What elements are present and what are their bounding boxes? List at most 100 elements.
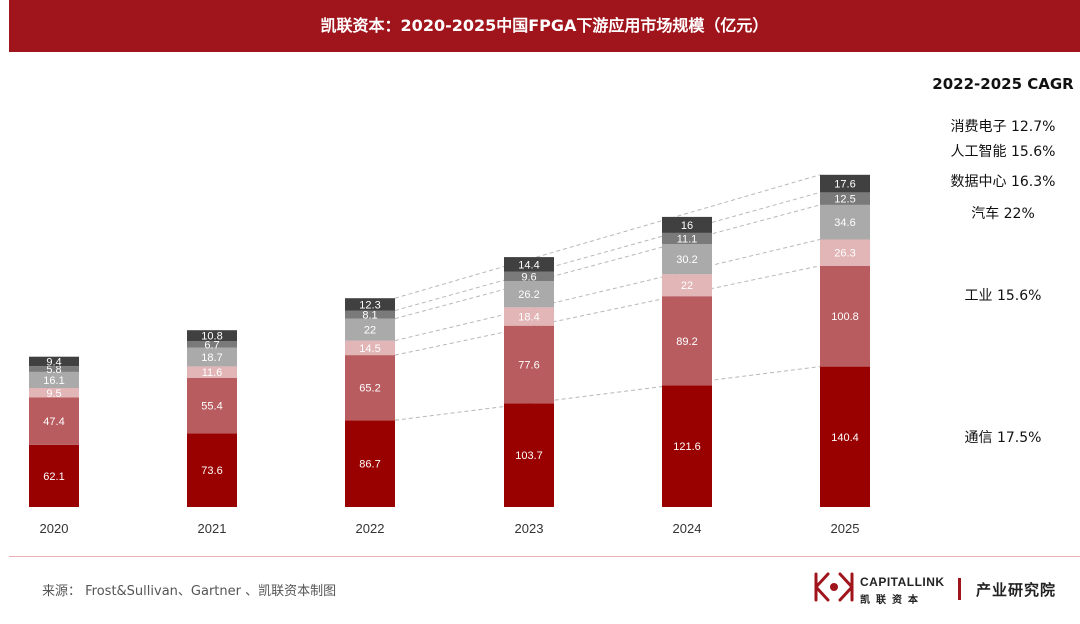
data-label-ai-2023: 9.6 bbox=[521, 271, 536, 283]
x-tick-label-2025: 2025 bbox=[831, 521, 860, 536]
department-label: 产业研究院 bbox=[976, 581, 1057, 599]
cagr-consumer-electronics: 消费电子 12.7% bbox=[950, 119, 1056, 135]
bar-industrial-2023 bbox=[504, 325, 554, 404]
bar-ai-2025 bbox=[820, 192, 870, 205]
bar-consumer-electronics-2020 bbox=[29, 356, 79, 367]
data-label-consumer-electronics-2022: 12.3 bbox=[359, 299, 380, 311]
bar-consumer-electronics-2022 bbox=[345, 298, 395, 311]
bar-industrial-2022 bbox=[345, 355, 395, 421]
bar-industrial-2021 bbox=[187, 378, 237, 434]
data-label-industrial-2021: 55.4 bbox=[201, 401, 222, 413]
title-bar: 凯联资本：2020-2025中国FPGA下游应用市场规模（亿元） bbox=[9, 0, 1080, 52]
bar-industrial-2024 bbox=[662, 296, 712, 386]
data-label-telecom-2024: 121.6 bbox=[673, 441, 701, 453]
data-label-industrial-2025: 100.8 bbox=[831, 311, 859, 323]
bar-telecom-2025 bbox=[820, 366, 870, 507]
cagr-title: 2022-2025 CAGR bbox=[932, 75, 1074, 93]
capitallink-logo-icon bbox=[814, 572, 854, 602]
data-label-consumer-electronics-2021: 10.8 bbox=[201, 331, 222, 343]
bar-automotive-2025 bbox=[820, 239, 870, 266]
data-label-telecom-2022: 86.7 bbox=[359, 459, 380, 471]
data-label-automotive-2023: 18.4 bbox=[518, 312, 539, 324]
x-tick-label-2023: 2023 bbox=[515, 521, 544, 536]
x-tick-label-2020: 2020 bbox=[40, 521, 69, 536]
data-label-automotive-2025: 26.3 bbox=[834, 248, 855, 260]
bar-consumer-electronics-2024 bbox=[662, 216, 712, 233]
bar-group-2024: 121.6 89.2 22 30.2 11.116 bbox=[662, 216, 712, 507]
data-label-telecom-2023: 103.7 bbox=[515, 450, 543, 462]
bar-data-center-2020 bbox=[29, 371, 79, 388]
connector-lines bbox=[394, 174, 821, 421]
data-label-data-center-2025: 34.6 bbox=[834, 217, 855, 229]
bar-automotive-2020 bbox=[29, 388, 79, 398]
logo-text-en: CAPITALLINK bbox=[860, 575, 945, 589]
bar-consumer-electronics-2023 bbox=[504, 257, 554, 272]
data-label-consumer-electronics-2023: 14.4 bbox=[518, 259, 539, 271]
data-label-automotive-2024: 22 bbox=[681, 280, 693, 292]
bar-ai-2023 bbox=[504, 271, 554, 282]
data-label-ai-2025: 12.5 bbox=[834, 194, 855, 206]
x-tick-label-2021: 2021 bbox=[198, 521, 227, 536]
bar-ai-2024 bbox=[662, 232, 712, 244]
data-label-ai-2020: 5.8 bbox=[46, 364, 61, 376]
bar-automotive-2024 bbox=[662, 274, 712, 297]
bar-group-2021: 73.6 55.4 11.6 18.76.710.8 bbox=[187, 330, 237, 507]
connector-line-data-center bbox=[394, 204, 821, 320]
bar-automotive-2021 bbox=[187, 366, 237, 378]
stacked-bar-chart: 62.1 47.4 9.516.15.89.4 2020 73.6 55.4 11.6 18.… bbox=[29, 174, 870, 536]
bar-data-center-2025 bbox=[820, 204, 870, 240]
bar-data-center-2022 bbox=[345, 318, 395, 341]
bar-telecom-2023 bbox=[504, 403, 554, 507]
connector-line-ai bbox=[394, 191, 821, 311]
data-label-data-center-2020: 16.1 bbox=[43, 375, 64, 387]
cagr-telecom: 通信 17.5% bbox=[964, 430, 1042, 446]
data-label-industrial-2022: 65.2 bbox=[359, 383, 380, 395]
bar-group-2023: 103.7 77.6 18.4 26.2 9.614.4 bbox=[504, 257, 554, 507]
bar-telecom-2020 bbox=[29, 444, 79, 507]
footer-divider bbox=[9, 556, 1080, 557]
bar-automotive-2022 bbox=[345, 340, 395, 356]
bar-consumer-electronics-2025 bbox=[820, 174, 870, 193]
data-label-ai-2021: 6.7 bbox=[204, 339, 219, 351]
bar-telecom-2021 bbox=[187, 433, 237, 507]
bar-data-center-2024 bbox=[662, 244, 712, 275]
bar-group-2020: 62.1 47.4 9.516.15.89.4 bbox=[29, 356, 79, 507]
data-label-ai-2022: 8.1 bbox=[362, 310, 377, 322]
cagr-industrial: 工业 15.6% bbox=[964, 288, 1042, 304]
data-label-telecom-2020: 62.1 bbox=[43, 471, 64, 483]
x-tick-label-2024: 2024 bbox=[673, 521, 702, 536]
bar-telecom-2024 bbox=[662, 385, 712, 507]
bar-telecom-2022 bbox=[345, 420, 395, 507]
data-label-consumer-electronics-2020: 9.4 bbox=[46, 356, 61, 368]
bar-group-2022: 86.7 65.2 14.5 22 8.112.3 bbox=[345, 298, 395, 507]
data-label-consumer-electronics-2025: 17.6 bbox=[834, 179, 855, 191]
source-note: 来源： Frost&Sullivan、Gartner 、凯联资本制图 bbox=[42, 584, 337, 599]
data-label-automotive-2020: 9.5 bbox=[46, 388, 61, 400]
data-label-data-center-2022: 22 bbox=[364, 325, 376, 337]
bar-group-2025: 140.4 100.8 26.3 34.6 12.5 17.6 bbox=[820, 174, 870, 507]
data-label-data-center-2023: 26.2 bbox=[518, 289, 539, 301]
data-label-data-center-2021: 18.7 bbox=[201, 352, 222, 364]
data-label-industrial-2020: 47.4 bbox=[43, 416, 64, 428]
data-label-telecom-2021: 73.6 bbox=[201, 465, 222, 477]
data-label-telecom-2025: 140.4 bbox=[831, 432, 859, 444]
data-label-ai-2024: 11.1 bbox=[677, 233, 698, 245]
data-label-industrial-2024: 89.2 bbox=[676, 336, 697, 348]
bar-ai-2020 bbox=[29, 366, 79, 372]
bar-consumer-electronics-2021 bbox=[187, 330, 237, 341]
bar-ai-2021 bbox=[187, 341, 237, 348]
data-label-automotive-2022: 14.5 bbox=[359, 343, 380, 355]
bar-industrial-2020 bbox=[29, 397, 79, 445]
connector-line-consumer-electronics bbox=[394, 174, 821, 299]
cagr-ai: 人工智能 15.6% bbox=[950, 144, 1056, 160]
connector-line-telecom bbox=[394, 366, 821, 421]
bar-automotive-2023 bbox=[504, 307, 554, 326]
data-label-industrial-2023: 77.6 bbox=[518, 360, 539, 372]
bar-ai-2022 bbox=[345, 310, 395, 319]
page-title: 凯联资本：2020-2025中国FPGA下游应用市场规模（亿元） bbox=[320, 16, 769, 35]
bar-data-center-2023 bbox=[504, 281, 554, 308]
connector-line-automotive bbox=[394, 239, 821, 342]
data-label-data-center-2024: 30.2 bbox=[676, 254, 697, 266]
cagr-automotive: 汽车 22% bbox=[971, 206, 1035, 222]
data-label-consumer-electronics-2024: 16 bbox=[681, 220, 693, 232]
